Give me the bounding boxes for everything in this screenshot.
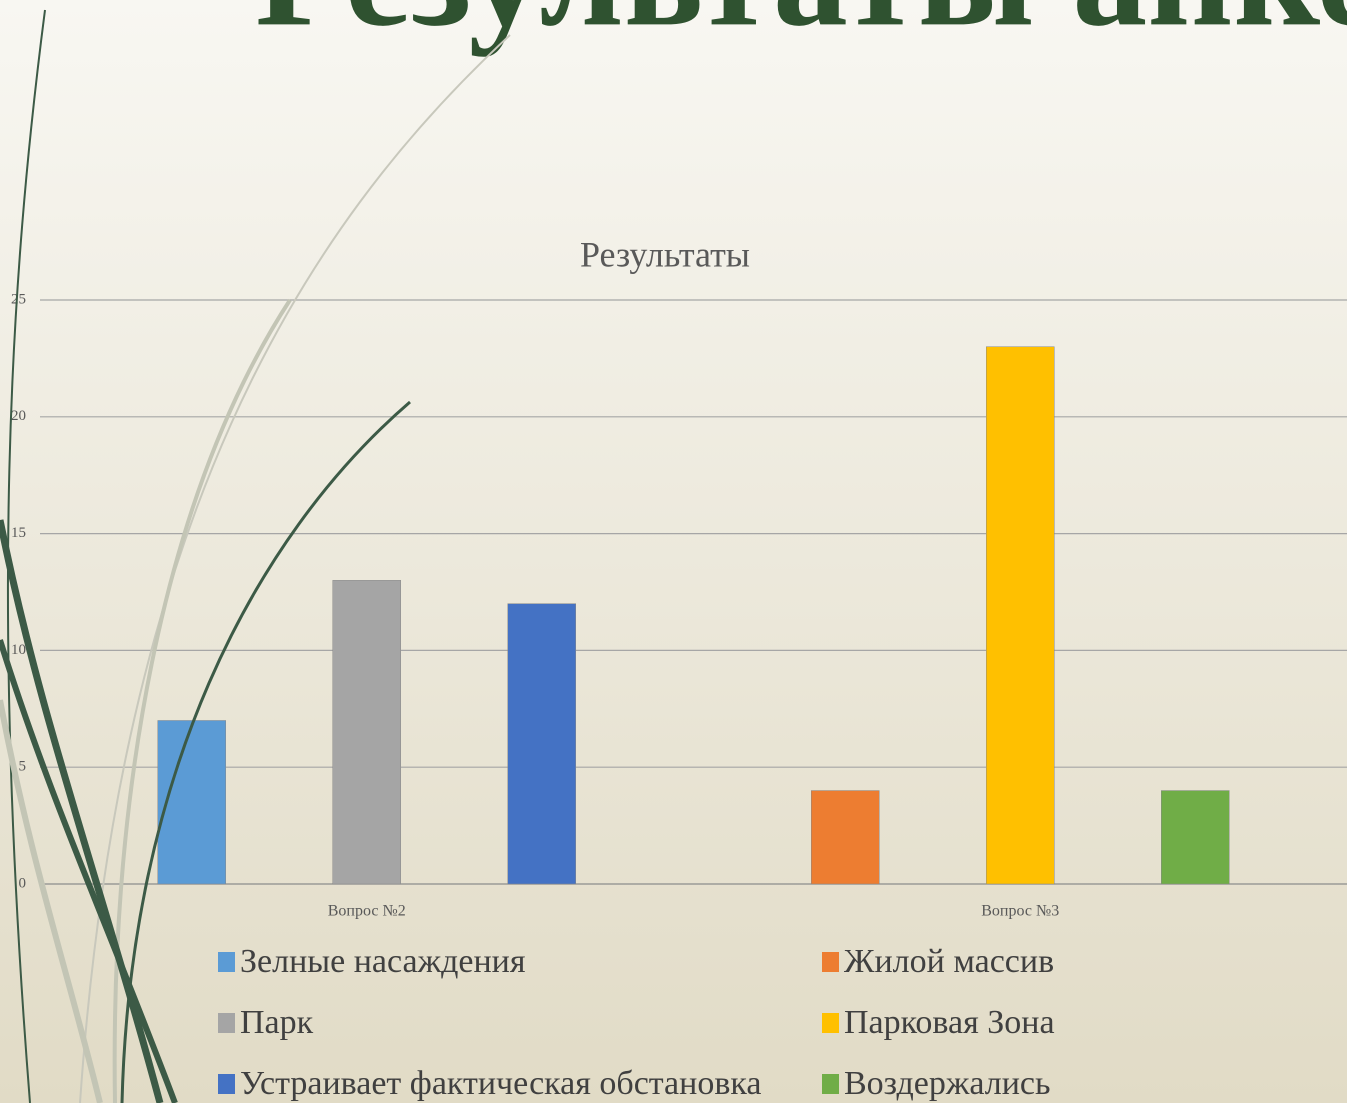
legend-swatch [822, 1013, 839, 1033]
y-tick-label: 20 [11, 408, 26, 424]
slide-title: Результаты анкет [255, 0, 1347, 57]
y-tick-label: 15 [11, 525, 26, 541]
y-tick-label: 5 [19, 759, 27, 775]
x-tick-label: Вопрос №2 [328, 903, 406, 920]
y-tick-label: 10 [11, 642, 26, 658]
legend-swatch [218, 1074, 235, 1094]
bar [811, 790, 880, 885]
legend-label: Парк [240, 1004, 314, 1041]
bar [157, 720, 226, 885]
legend-label: Парковая Зона [844, 1004, 1055, 1041]
legend-label: Зелные насаждения [240, 943, 526, 980]
legend-swatch [218, 1013, 235, 1033]
plot: Результаты 0 5 10 15 20 25 Вопрос №2 Вопрос №3 Зе… [11, 234, 1347, 1102]
chart-title: Результаты [580, 234, 750, 274]
decoration [0, 9, 511, 1103]
bar [332, 580, 401, 885]
y-tick-label: 25 [11, 291, 26, 307]
bar [1161, 790, 1230, 885]
y-tick-label: 0 [19, 875, 27, 891]
legend-swatch [822, 952, 839, 972]
legend-swatch [218, 952, 235, 972]
x-tick-label: Вопрос №3 [981, 903, 1059, 920]
legend-label: Жилой массив [844, 943, 1054, 980]
legend-swatch [822, 1074, 839, 1094]
legend-label: Воздержались [844, 1065, 1051, 1102]
bar [507, 603, 576, 885]
bar [986, 346, 1055, 885]
legend-label: Устраивает фактическая обстановка [240, 1065, 762, 1102]
